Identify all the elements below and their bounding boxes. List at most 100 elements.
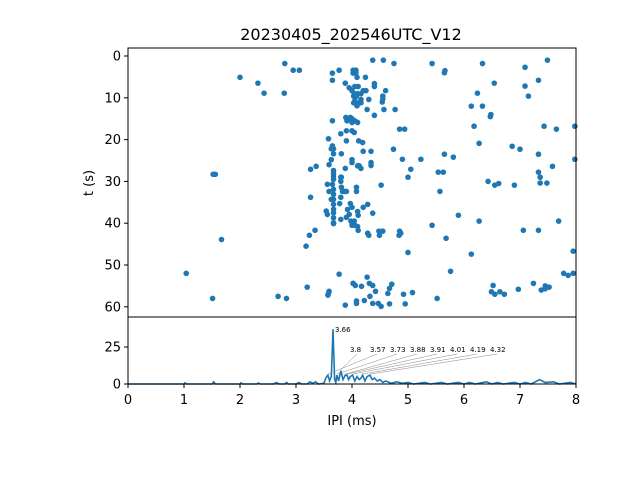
scatter-point [330, 191, 337, 198]
y-tick-label: 0 [113, 378, 121, 393]
scatter-point [355, 83, 361, 90]
scatter-point [509, 143, 515, 150]
scatter-point [386, 301, 393, 307]
scatter-point [555, 218, 562, 224]
scatter-point [565, 272, 571, 279]
scatter-point [443, 235, 449, 242]
bottom-y-ticks: 0 25 [104, 341, 128, 393]
scatter-point [338, 216, 344, 223]
scatter-point [359, 139, 366, 146]
scatter-point [408, 166, 414, 173]
scatter-point [352, 282, 359, 289]
scatter-point [282, 60, 288, 67]
scatter-point [330, 151, 337, 157]
scatter-point [437, 188, 443, 195]
scatter-point [479, 103, 486, 109]
scatter-point [296, 67, 303, 74]
scatter-point [376, 228, 382, 234]
scatter-point [572, 123, 578, 130]
peak-annotation: 3.57 [370, 346, 386, 354]
scatter-point [441, 69, 448, 76]
scatter-point [324, 211, 331, 218]
scatter-point [354, 119, 361, 126]
scatter-point [530, 280, 537, 287]
scatter-point [336, 271, 342, 277]
scatter-point [355, 227, 361, 234]
scatter-point [183, 270, 190, 277]
scatter-point [354, 74, 360, 81]
scatter-point [402, 301, 409, 307]
ipi-histogram: 3.66 3.8 3.57 3.73 3.88 3.91 4.01 4.19 4.32 [128, 326, 577, 386]
x-tick-label: 1 [180, 393, 188, 408]
scatter-point [392, 106, 398, 113]
scatter-point [313, 163, 319, 170]
scatter-point [549, 163, 556, 170]
scatter-point [490, 282, 496, 289]
scatter-point [522, 64, 528, 71]
scatter-point [361, 297, 368, 304]
y-tick-label: 30 [104, 175, 121, 190]
scatter-point [330, 209, 337, 216]
scatter-point [570, 270, 576, 277]
scatter-point [520, 227, 527, 234]
scatter-point [358, 165, 364, 172]
scatter-point [306, 232, 313, 239]
scatter-point [344, 117, 350, 124]
scatter-point [468, 251, 475, 257]
scatter-point [343, 138, 350, 144]
scatter-points [183, 57, 578, 310]
peak-annotation: 3.66 [335, 326, 351, 334]
scatter-point [303, 243, 309, 249]
x-tick-label: 6 [460, 393, 468, 408]
scatter-point [435, 169, 442, 176]
y-tick-label: 10 [104, 91, 121, 106]
scatter-point [351, 218, 358, 224]
peak-annotation: 4.01 [450, 346, 466, 354]
y-tick-label: 40 [104, 217, 121, 232]
y-tick-label: 60 [104, 300, 121, 315]
scatter-point [367, 293, 373, 300]
scatter-point [353, 300, 360, 307]
annotation-leader-line [336, 353, 398, 375]
scatter-point [218, 236, 225, 243]
scatter-point [290, 67, 297, 74]
scatter-point [328, 145, 335, 152]
scatter-point [366, 232, 372, 239]
scatter-point [522, 83, 528, 89]
scatter-point [378, 182, 384, 188]
scatter-point [541, 123, 547, 130]
scatter-point [382, 87, 389, 94]
annotation-leader-line [369, 353, 498, 375]
scatter-point [360, 148, 367, 155]
scatter-point [330, 220, 337, 227]
scatter-point [307, 194, 314, 201]
scatter-point [396, 232, 402, 239]
scatter-point [353, 93, 360, 99]
scatter-point [343, 128, 350, 134]
scatter-point [261, 90, 267, 97]
scatter-point [376, 232, 383, 239]
scatter-point [476, 140, 482, 147]
scatter-point [329, 77, 336, 84]
scatter-point [572, 156, 578, 163]
scatter-point [366, 96, 372, 103]
scatter-point [434, 295, 440, 302]
scatter-point [537, 174, 543, 181]
scatter-point [553, 126, 560, 132]
scatter-point [501, 291, 508, 298]
scatter-point [353, 184, 360, 191]
scatter-point [441, 151, 448, 158]
scatter-point [275, 293, 281, 300]
scatter-point [336, 67, 342, 74]
scatter-point [471, 123, 477, 130]
scatter-point [352, 222, 358, 229]
scatter-point [517, 146, 523, 153]
scatter-point [560, 270, 567, 277]
scatter-point [399, 156, 406, 163]
scatter-point [351, 129, 358, 136]
scatter-point [355, 212, 361, 219]
scatter-point [358, 90, 364, 97]
scatter-point [342, 302, 349, 308]
scatter-point [371, 112, 378, 119]
